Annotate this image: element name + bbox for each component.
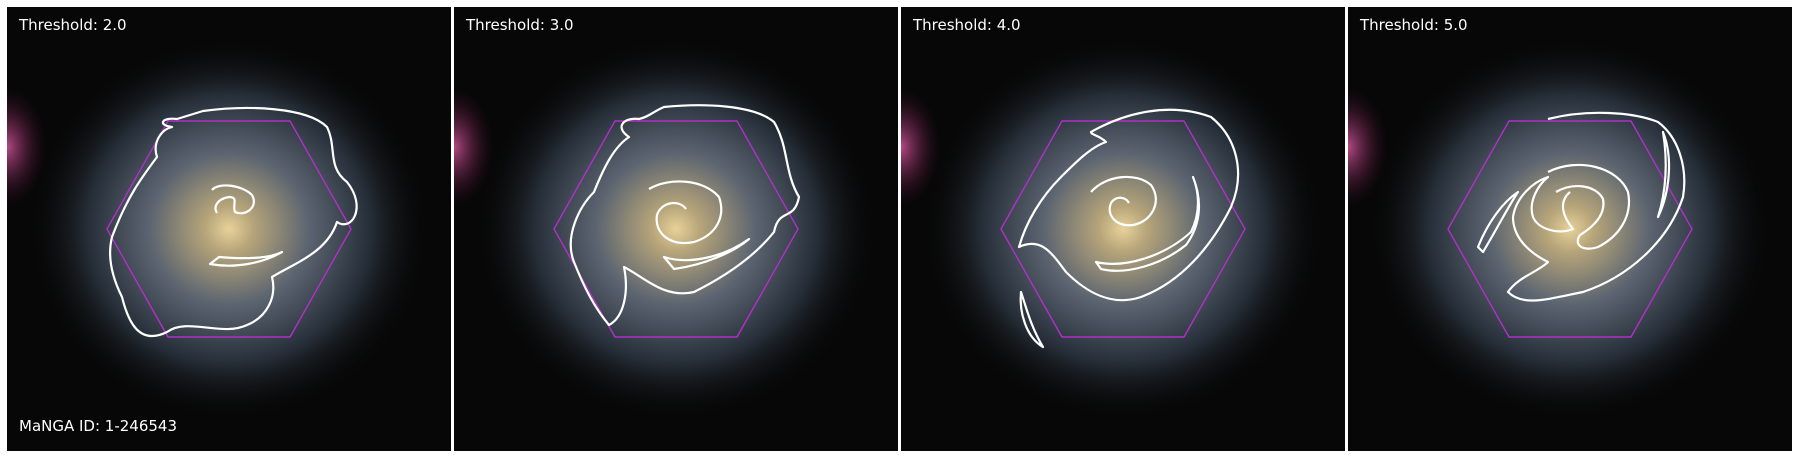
contour-arm — [1094, 175, 1201, 272]
galaxy — [923, 39, 1323, 419]
threshold-label: Threshold: 4.0 — [913, 16, 1021, 34]
ifu-hexagon — [106, 120, 352, 338]
contours — [1017, 108, 1240, 349]
contours — [108, 106, 358, 338]
contour-core — [1547, 163, 1631, 250]
contour-arm — [662, 237, 751, 271]
ifu-hexagon — [1447, 120, 1693, 338]
galaxy-image — [901, 7, 1345, 451]
panel-threshold-4: Threshold: 4.0 — [901, 7, 1345, 451]
threshold-label: Threshold: 2.0 — [19, 16, 127, 34]
contour-arm-left — [1476, 190, 1520, 254]
contour-core — [211, 184, 255, 215]
panel-threshold-2: Threshold: 2.0 MaNGA ID: 1-246543 — [7, 7, 451, 451]
galaxy-image — [1348, 7, 1792, 451]
contours — [1476, 111, 1686, 302]
ifu-hexagon — [1000, 120, 1246, 338]
manga-id-label: MaNGA ID: 1-246543 — [19, 417, 178, 435]
contour-outer — [569, 104, 801, 327]
galaxy-image — [7, 7, 451, 451]
contours — [569, 104, 801, 327]
galaxy-image — [454, 7, 898, 451]
contour-arm-right — [1656, 130, 1671, 219]
threshold-label: Threshold: 5.0 — [1360, 16, 1468, 34]
panel-threshold-3: Threshold: 3.0 — [454, 7, 898, 451]
contour-outer — [1017, 108, 1240, 302]
ifu-hexagon — [553, 120, 799, 338]
contour-core — [1090, 175, 1157, 227]
galaxy — [476, 39, 876, 419]
threshold-label: Threshold: 3.0 — [466, 16, 574, 34]
contour-arm — [208, 250, 284, 267]
panel-threshold-5: Threshold: 5.0 — [1348, 7, 1792, 451]
contour-outer — [108, 106, 358, 338]
contour-outer — [1506, 111, 1686, 302]
contour-arm-lower — [1019, 290, 1045, 349]
contour-core — [648, 180, 723, 245]
galaxy — [29, 39, 429, 419]
